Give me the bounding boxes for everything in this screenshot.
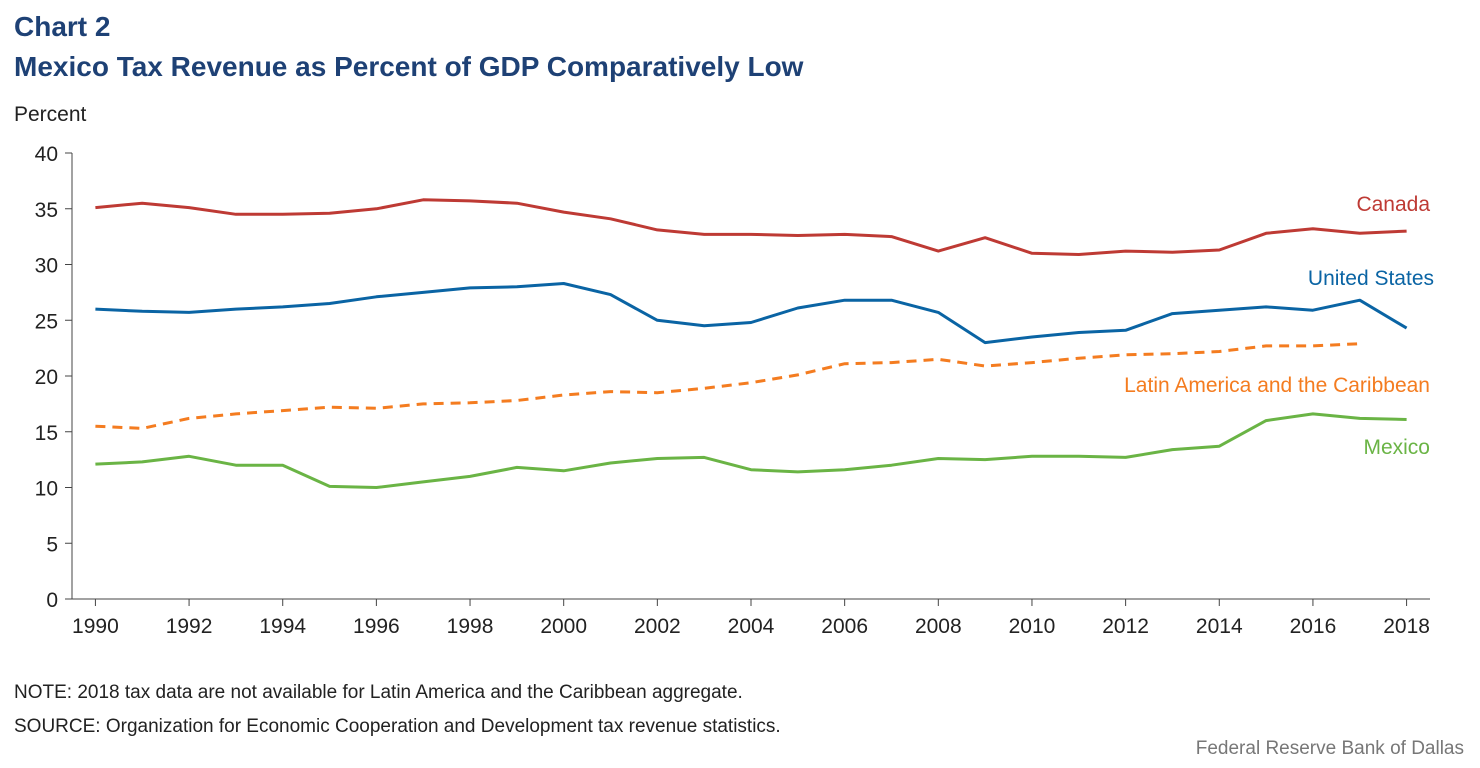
series-label: United States <box>1308 267 1434 290</box>
chart-subtitle: Mexico Tax Revenue as Percent of GDP Com… <box>14 51 804 82</box>
credit: Federal Reserve Bank of Dallas <box>1196 738 1464 759</box>
y-tick-label: 5 <box>46 533 58 556</box>
series-line <box>95 282 1408 345</box>
x-tick-label: 2016 <box>1290 615 1337 638</box>
x-tick-label: 2012 <box>1102 615 1149 638</box>
x-tick-label: 2008 <box>915 615 962 638</box>
y-tick-label: 25 <box>35 310 58 333</box>
y-tick-label: 10 <box>35 478 58 501</box>
x-tick-label: 2014 <box>1196 615 1243 638</box>
series-line <box>95 412 1407 489</box>
y-tick-label: 30 <box>35 255 58 278</box>
x-tick-label: 2010 <box>1009 615 1056 638</box>
x-tick-label: 2006 <box>821 615 868 638</box>
x-tick-label: 2002 <box>634 615 681 638</box>
x-tick-label: 2018 <box>1383 615 1430 638</box>
series-label: Canada <box>1356 193 1430 216</box>
chart-title: Chart 2 <box>14 11 110 42</box>
series-label: Mexico <box>1363 436 1430 459</box>
series-label: Latin America and the Caribbean <box>1124 374 1430 397</box>
y-tick-label: 15 <box>35 422 58 445</box>
x-tick-label: 2000 <box>540 615 587 638</box>
y-tick-label: 40 <box>35 143 58 166</box>
x-tick-label: 1996 <box>353 615 400 638</box>
x-tick-label: 1994 <box>259 615 306 638</box>
note: NOTE: 2018 tax data are not available fo… <box>14 682 743 703</box>
series-line <box>95 198 1407 256</box>
y-tick-label: 20 <box>35 366 58 389</box>
y-tick-label: 35 <box>35 199 58 222</box>
source: SOURCE: Organization for Economic Cooper… <box>14 716 781 737</box>
x-tick-label: 1998 <box>447 615 494 638</box>
series-line <box>95 342 1360 430</box>
x-tick-label: 1990 <box>72 615 119 638</box>
x-tick-label: 1992 <box>166 615 213 638</box>
y-axis-label: Percent <box>14 103 87 126</box>
x-tick-label: 2004 <box>728 615 775 638</box>
y-tick-label: 0 <box>46 589 58 612</box>
